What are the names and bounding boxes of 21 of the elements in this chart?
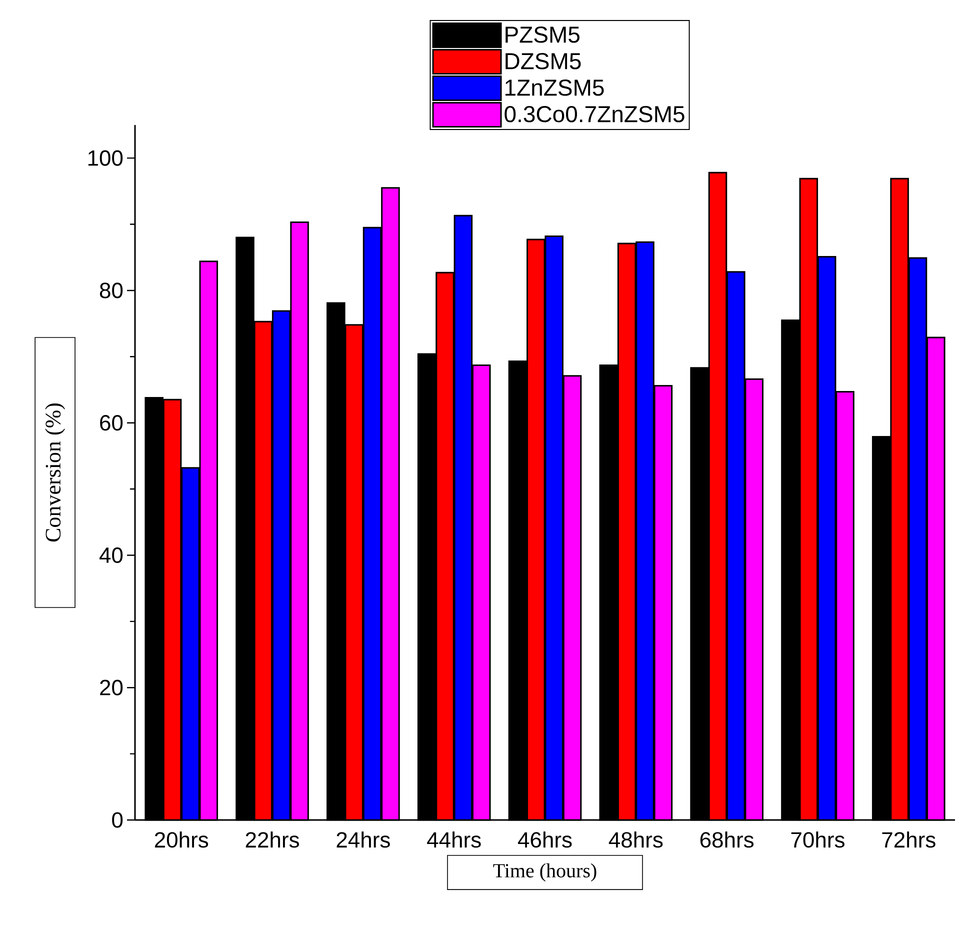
- y-tick-label: 100: [88, 150, 123, 166]
- x-tick-label: 22hrs: [246, 832, 299, 848]
- y-axis-title: Conversion (%): [45, 403, 66, 542]
- x-tick-label: 44hrs: [427, 832, 481, 848]
- x-tick-label: 72hrs: [882, 832, 936, 848]
- y-tick-label: 60: [100, 415, 123, 431]
- y-tick-label: 20: [100, 680, 123, 696]
- y-tick-label: 80: [100, 282, 123, 298]
- legend-label: PZSM5: [506, 26, 580, 43]
- x-tick-label: 48hrs: [608, 832, 663, 848]
- y-tick-label: 0: [112, 812, 123, 828]
- x-tick-label: 68hrs: [700, 832, 754, 848]
- legend-label: 0.3Co0.7ZnZSM5: [504, 106, 684, 122]
- x-tick-label: 20hrs: [154, 832, 208, 848]
- x-axis-title: Time (hours): [493, 863, 596, 882]
- y-tick-label: 40: [100, 547, 123, 564]
- x-tick-label: 24hrs: [336, 832, 390, 848]
- x-tick-label: 46hrs: [518, 832, 572, 848]
- legend-label: 1ZnZSM5: [506, 80, 604, 96]
- legend-label: DZSM5: [506, 53, 581, 70]
- x-tick-label: 70hrs: [791, 832, 844, 848]
